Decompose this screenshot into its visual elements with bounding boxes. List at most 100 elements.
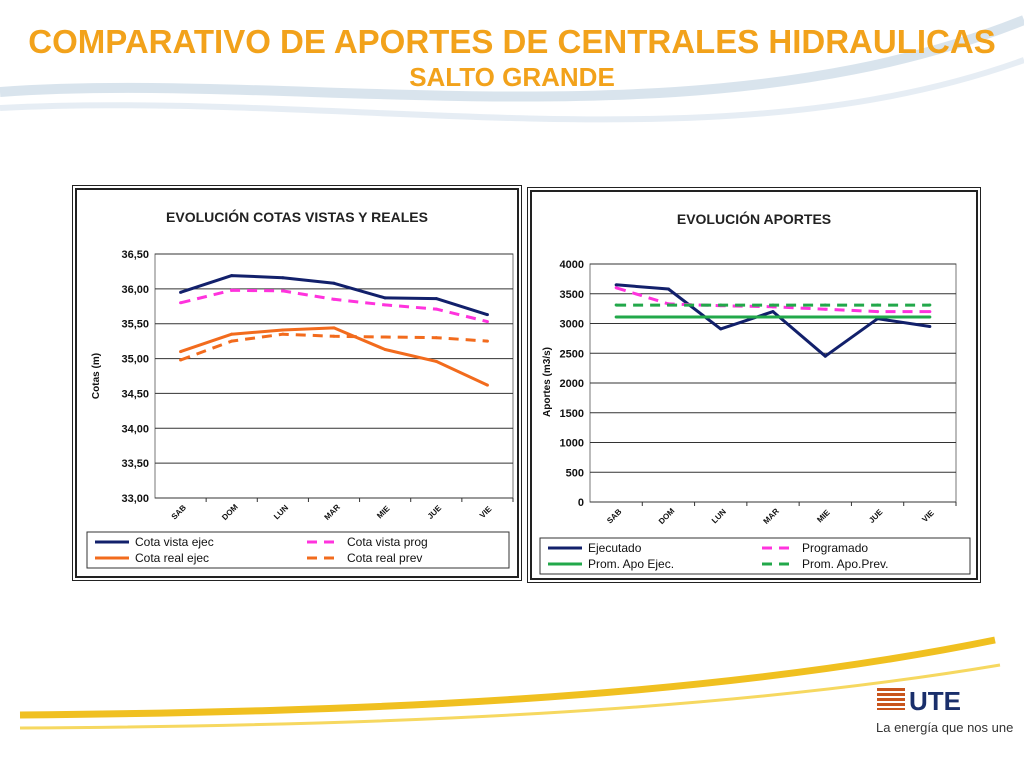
y-tick-label: 1000 xyxy=(560,438,584,450)
data-point xyxy=(666,303,670,307)
y-tick-label: 500 xyxy=(566,467,584,479)
legend-label-2: Cota real ejec xyxy=(135,551,209,565)
data-point xyxy=(719,303,723,307)
slide-title: COMPARATIVO DE APORTES DE CENTRALES HIDR… xyxy=(28,23,996,60)
aportes-chart-panel: EVOLUCIÓN APORTES 4000 3500 3000 2500 2000 150… xyxy=(530,190,978,580)
data-point xyxy=(332,297,336,301)
x-tick-label: MAR xyxy=(762,506,781,525)
x-tick-label: DOM xyxy=(657,506,677,526)
legend-label-2: Prom. Apo Ejec. xyxy=(588,557,674,571)
aportes-chart: EVOLUCIÓN APORTES 4000 3500 3000 2500 2000 150… xyxy=(539,210,971,575)
y-tick-label: 2000 xyxy=(560,378,584,390)
ute-logo: UTE xyxy=(877,686,961,716)
x-tick-label: SAB xyxy=(605,507,623,525)
data-point xyxy=(614,286,618,290)
data-point xyxy=(434,336,438,340)
y-tick-label: 35,50 xyxy=(121,319,149,331)
data-point xyxy=(485,320,489,324)
chart-title: EVOLUCIÓN APORTES xyxy=(677,210,831,227)
data-point xyxy=(383,303,387,307)
logo-wordmark: UTE xyxy=(909,686,961,716)
data-point xyxy=(928,315,932,319)
data-point xyxy=(281,332,285,336)
x-tick-label: JUE xyxy=(867,507,885,525)
plot-area xyxy=(154,253,514,499)
data-point xyxy=(179,350,183,354)
legend-label-1: Programado xyxy=(802,541,868,555)
y-tick-label: 2500 xyxy=(560,348,584,360)
slide-subtitle: SALTO GRANDE xyxy=(409,62,615,92)
data-point xyxy=(179,358,183,362)
data-point xyxy=(876,303,880,307)
x-tick-label: LUN xyxy=(710,507,728,525)
data-point xyxy=(666,287,670,291)
data-point xyxy=(383,348,387,352)
data-point xyxy=(230,332,234,336)
legend-label-0: Cota vista ejec xyxy=(135,535,214,549)
y-tick-label: 33,00 xyxy=(121,493,149,505)
y-axis-title: Cotas (m) xyxy=(91,353,102,399)
data-point xyxy=(771,315,775,319)
y-tick-label: 4000 xyxy=(560,259,584,271)
legend-label-0: Ejecutado xyxy=(588,541,642,555)
logo-stripes-icon xyxy=(877,688,905,710)
legend-label-3: Cota real prev xyxy=(347,551,422,565)
data-point xyxy=(230,339,234,343)
y-tick-label: 36,00 xyxy=(121,284,149,296)
slide-title-block: COMPARATIVO DE APORTES DE CENTRALES HIDR… xyxy=(0,24,1024,94)
data-point xyxy=(614,315,618,319)
chart-title: EVOLUCIÓN COTAS VISTAS Y REALES xyxy=(166,208,428,225)
data-point xyxy=(230,274,234,278)
data-point xyxy=(485,313,489,317)
data-point xyxy=(666,315,670,319)
x-tick-label: SAB xyxy=(170,503,188,521)
x-tick-label: MIE xyxy=(375,504,392,521)
data-point xyxy=(928,310,932,314)
data-point xyxy=(332,281,336,285)
data-point xyxy=(434,307,438,311)
data-point xyxy=(179,301,183,305)
data-point xyxy=(383,335,387,339)
x-tick-label: VIE xyxy=(920,508,936,524)
data-point xyxy=(179,290,183,294)
data-point xyxy=(771,303,775,307)
data-point xyxy=(823,354,827,358)
data-point xyxy=(614,303,618,307)
logo-tagline: La energía que nos une xyxy=(876,720,1014,735)
data-point xyxy=(876,310,880,314)
legend-label-1: Cota vista prog xyxy=(347,535,428,549)
cotas-chart: EVOLUCIÓN COTAS VISTAS Y REALES 36,50 36,0… xyxy=(86,208,514,569)
x-tick-label: JUE xyxy=(426,503,444,521)
y-tick-label: 3500 xyxy=(560,289,584,301)
cotas-chart-panel: EVOLUCIÓN COTAS VISTAS Y REALES 36,50 36,0… xyxy=(75,188,519,578)
data-point xyxy=(230,288,234,292)
y-tick-label: 34,50 xyxy=(121,388,149,400)
x-tick-label: MIE xyxy=(815,508,832,525)
data-point xyxy=(823,303,827,307)
y-tick-label: 1500 xyxy=(560,408,584,420)
data-point xyxy=(719,327,723,331)
y-tick-label: 3000 xyxy=(560,319,584,331)
data-point xyxy=(485,383,489,387)
data-point xyxy=(332,334,336,338)
data-point xyxy=(383,296,387,300)
y-tick-label: 36,50 xyxy=(121,249,149,261)
data-point xyxy=(771,310,775,314)
y-tick-label: 33,50 xyxy=(121,458,149,470)
data-point xyxy=(823,307,827,311)
data-point xyxy=(614,283,618,287)
x-tick-label: DOM xyxy=(220,502,240,522)
data-point xyxy=(485,339,489,343)
data-point xyxy=(434,359,438,363)
data-point xyxy=(876,315,880,319)
legend-box xyxy=(86,531,510,569)
data-point xyxy=(928,324,932,328)
y-tick-label: 34,00 xyxy=(121,423,149,435)
data-point xyxy=(928,303,932,307)
x-tick-label: VIE xyxy=(478,504,494,520)
data-point xyxy=(719,315,723,319)
legend-box xyxy=(539,537,971,575)
data-point xyxy=(281,276,285,280)
y-tick-label: 0 xyxy=(578,497,584,509)
y-axis-title: Aportes (m3/s) xyxy=(542,347,553,417)
